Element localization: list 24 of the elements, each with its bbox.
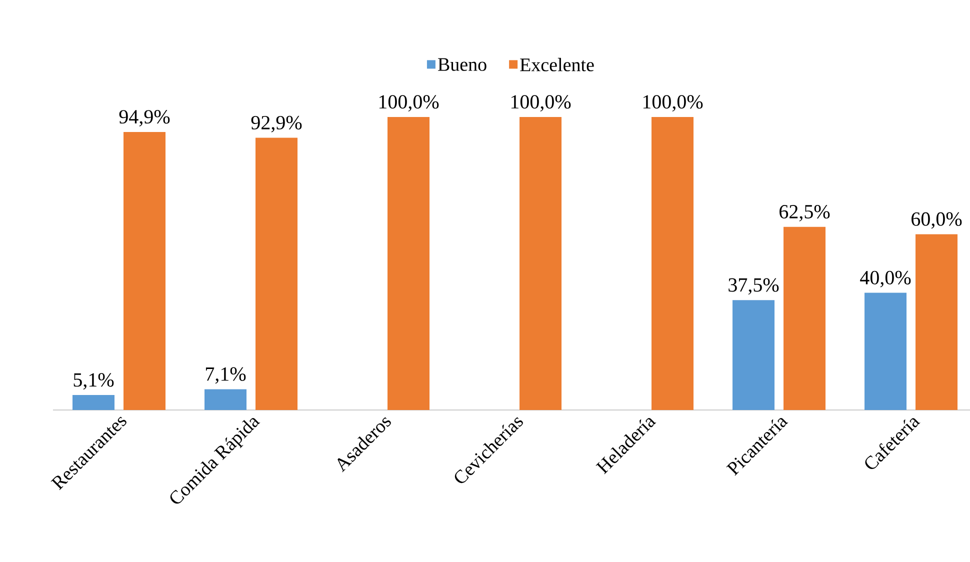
- data-label: 94,9%: [119, 110, 170, 126]
- data-label: 5,1%: [74, 373, 114, 390]
- bar: [124, 132, 166, 410]
- data-label: 92,9%: [251, 116, 302, 132]
- data-label: 62,5%: [780, 204, 830, 222]
- bar: [204, 389, 247, 410]
- bar: [784, 226, 826, 410]
- bar: [916, 234, 958, 410]
- data-label: 100,0%: [643, 95, 703, 112]
- data-label: 100,0%: [379, 95, 439, 112]
- bar: [864, 292, 907, 410]
- bar: [388, 116, 430, 410]
- data-label: 40,0%: [860, 270, 911, 288]
- legend-label: Excelente: [520, 58, 594, 72]
- data-label: 37,5%: [728, 278, 779, 295]
- legend-label: Bueno: [438, 58, 486, 71]
- bar: [520, 116, 562, 410]
- bar: [732, 300, 775, 410]
- data-label: 7,1%: [206, 367, 246, 384]
- data-label: 100,0%: [511, 95, 571, 112]
- bar: [256, 138, 298, 410]
- bar: [652, 116, 694, 410]
- bar: [72, 395, 114, 410]
- data-label: 60,0%: [912, 212, 962, 229]
